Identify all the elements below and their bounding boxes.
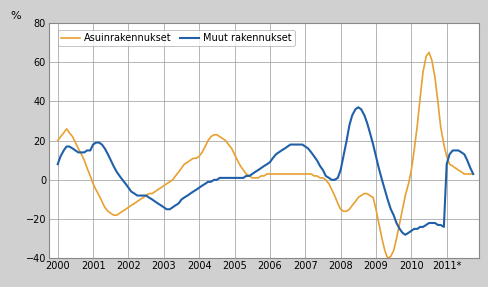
Muut rakennukset (55, 162, 61, 166)
Asuinrakennukset (272, 172, 278, 176)
Muut rakennukset (181, 196, 187, 199)
Asuinrakennukset (181, 162, 187, 166)
Muut rakennukset (317, 164, 323, 168)
Asuinrakennukset (55, 139, 61, 142)
Asuinrakennukset (255, 176, 261, 180)
Muut rakennukset (272, 153, 278, 156)
Asuinrakennukset (384, 257, 390, 260)
Muut rakennukset (325, 176, 331, 180)
Muut rakennukset (469, 172, 475, 176)
Muut rakennukset (402, 233, 407, 236)
Asuinrakennukset (325, 182, 331, 185)
Muut rakennukset (255, 168, 261, 172)
Text: %: % (10, 11, 21, 21)
Asuinrakennukset (469, 172, 475, 176)
Line: Muut rakennukset: Muut rakennukset (58, 107, 472, 235)
Asuinrakennukset (425, 51, 431, 54)
Asuinrakennukset (317, 176, 323, 180)
Muut rakennukset (428, 221, 434, 225)
Muut rakennukset (355, 106, 361, 109)
Line: Asuinrakennukset: Asuinrakennukset (58, 52, 472, 258)
Legend: Asuinrakennukset, Muut rakennukset: Asuinrakennukset, Muut rakennukset (58, 30, 294, 46)
Asuinrakennukset (428, 59, 434, 62)
